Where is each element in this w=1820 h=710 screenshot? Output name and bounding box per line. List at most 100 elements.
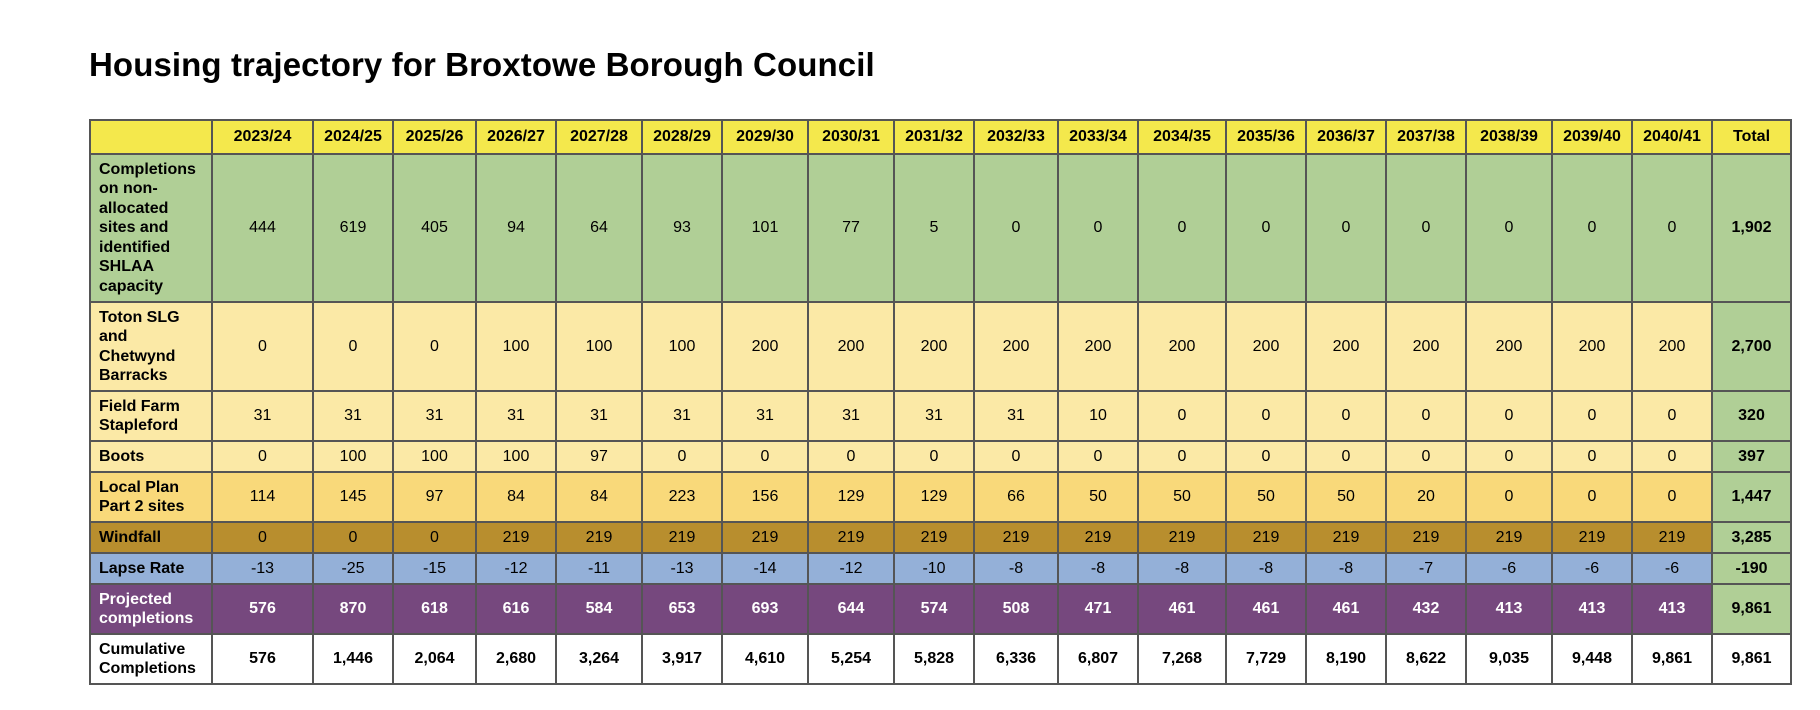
value-cell: -12	[475, 552, 557, 585]
value-cell: 461	[1225, 583, 1307, 635]
value-cell: 223	[641, 471, 723, 523]
value-cell: 31	[555, 390, 643, 442]
year-header: 2027/28	[555, 119, 643, 155]
value-cell: 0	[1631, 153, 1713, 303]
value-cell: 219	[555, 521, 643, 554]
value-cell: 219	[1057, 521, 1139, 554]
value-cell: 0	[1057, 153, 1139, 303]
value-cell: 200	[1137, 301, 1227, 392]
value-cell: 200	[973, 301, 1059, 392]
year-header: 2035/36	[1225, 119, 1307, 155]
value-cell: 5	[893, 153, 975, 303]
value-cell: 219	[1631, 521, 1713, 554]
value-cell: 576	[211, 583, 314, 635]
value-cell: -6	[1551, 552, 1633, 585]
value-cell: 31	[807, 390, 895, 442]
value-cell: 219	[721, 521, 809, 554]
value-cell: 0	[211, 521, 314, 554]
value-cell: -7	[1385, 552, 1467, 585]
row-label: Boots	[89, 440, 213, 473]
value-cell: 50	[1305, 471, 1387, 523]
value-cell: 219	[1465, 521, 1553, 554]
row-label: Cumulative Completions	[89, 633, 213, 685]
value-cell: 10	[1057, 390, 1139, 442]
row-total-cell: -190	[1711, 552, 1792, 585]
value-cell: 219	[893, 521, 975, 554]
value-cell: 84	[475, 471, 557, 523]
value-cell: 31	[312, 390, 394, 442]
value-cell: 618	[392, 583, 477, 635]
year-header: 2039/40	[1551, 119, 1633, 155]
value-cell: 50	[1137, 471, 1227, 523]
value-cell: 8,190	[1305, 633, 1387, 685]
value-cell: 0	[1465, 471, 1553, 523]
value-cell: 100	[392, 440, 477, 473]
value-cell: 693	[721, 583, 809, 635]
value-cell: 0	[1465, 153, 1553, 303]
year-header: 2023/24	[211, 119, 314, 155]
year-header: 2033/34	[1057, 119, 1139, 155]
value-cell: 9,035	[1465, 633, 1553, 685]
value-cell: 5,828	[893, 633, 975, 685]
row-label: Completions on non-allocated sites and i…	[89, 153, 213, 303]
table-row-field: Field Farm Stapleford 31 31 31 31 31 31 31 31 31 3…	[89, 390, 1792, 442]
year-header: 2037/38	[1385, 119, 1467, 155]
table-row-localplan: Local Plan Part 2 sites 114 145 97 84 84 223 15…	[89, 471, 1792, 523]
value-cell: 0	[1631, 471, 1713, 523]
value-cell: -6	[1631, 552, 1713, 585]
value-cell: 2,064	[392, 633, 477, 685]
value-cell: -14	[721, 552, 809, 585]
value-cell: 461	[1137, 583, 1227, 635]
value-cell: 3,917	[641, 633, 723, 685]
row-total-cell: 9,861	[1711, 633, 1792, 685]
value-cell: 0	[1551, 440, 1633, 473]
value-cell: 200	[1631, 301, 1713, 392]
value-cell: 66	[973, 471, 1059, 523]
value-cell: 0	[1225, 390, 1307, 442]
year-header: 2024/25	[312, 119, 394, 155]
row-label: Lapse Rate	[89, 552, 213, 585]
value-cell: 471	[1057, 583, 1139, 635]
value-cell: -8	[1137, 552, 1227, 585]
value-cell: 50	[1057, 471, 1139, 523]
value-cell: 31	[211, 390, 314, 442]
value-cell: 0	[1137, 153, 1227, 303]
value-cell: 100	[312, 440, 394, 473]
value-cell: -12	[807, 552, 895, 585]
table-row-windfall: Windfall 0 0 0 219 219 219 219 219 219 219 219 219 21…	[89, 521, 1792, 554]
value-cell: -8	[1057, 552, 1139, 585]
value-cell: 31	[721, 390, 809, 442]
table-row-toton: Toton SLG and Chetwynd Barracks 0 0 0 100 100…	[89, 301, 1792, 392]
value-cell: 7,729	[1225, 633, 1307, 685]
value-cell: 200	[1465, 301, 1553, 392]
value-cell: 0	[211, 440, 314, 473]
value-cell: 0	[973, 153, 1059, 303]
value-cell: 0	[1631, 440, 1713, 473]
value-cell: 31	[641, 390, 723, 442]
value-cell: 101	[721, 153, 809, 303]
table-row-cumulative: Cumulative Completions 576 1,446 2,064 2,680…	[89, 633, 1792, 685]
value-cell: 100	[475, 301, 557, 392]
value-cell: 619	[312, 153, 394, 303]
value-cell: 3,264	[555, 633, 643, 685]
year-header: 2038/39	[1465, 119, 1553, 155]
value-cell: 200	[807, 301, 895, 392]
value-cell: 200	[1385, 301, 1467, 392]
value-cell: -8	[973, 552, 1059, 585]
value-cell: 0	[1137, 390, 1227, 442]
year-header: 2025/26	[392, 119, 477, 155]
value-cell: -25	[312, 552, 394, 585]
value-cell: 0	[1465, 390, 1553, 442]
value-cell: 219	[1137, 521, 1227, 554]
year-header: 2030/31	[807, 119, 895, 155]
value-cell: -15	[392, 552, 477, 585]
value-cell: 7,268	[1137, 633, 1227, 685]
table-row-projected: Projected completions 576 870 618 616 584 653 6…	[89, 583, 1792, 635]
value-cell: 6,336	[973, 633, 1059, 685]
value-cell: 644	[807, 583, 895, 635]
value-cell: 0	[641, 440, 723, 473]
value-cell: 219	[1385, 521, 1467, 554]
total-header: Total	[1711, 119, 1792, 155]
value-cell: -13	[211, 552, 314, 585]
value-cell: 0	[1225, 153, 1307, 303]
